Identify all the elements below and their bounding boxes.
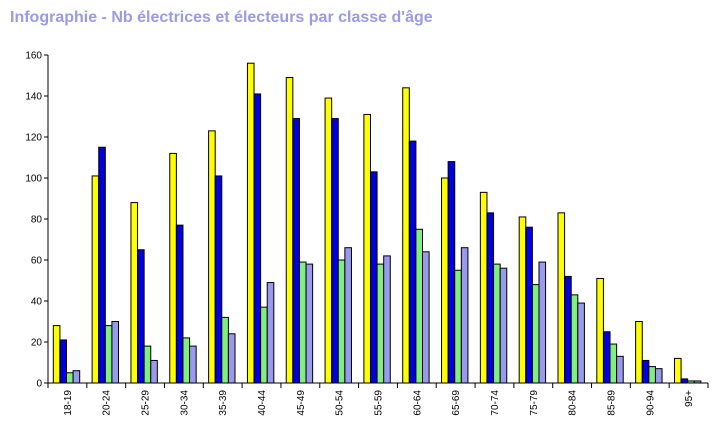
x-tick-label-20-24: 20-24 — [102, 390, 113, 416]
x-tick-label-65-69: 65-69 — [451, 390, 462, 416]
bar-40-44-s3 — [260, 306, 268, 384]
bar-50-54-s4 — [344, 247, 352, 384]
bar-35-39-s2 — [214, 175, 223, 384]
bar-45-49-s3 — [298, 261, 307, 384]
bar-55-59-s3 — [376, 263, 385, 384]
bar-95+-s1 — [673, 357, 682, 384]
bar-18-19-s2 — [59, 339, 68, 384]
x-tick-label-95+: 95+ — [684, 390, 695, 407]
bar-45-49-s4 — [305, 263, 314, 384]
bar-20-24-s3 — [104, 325, 113, 384]
bar-75-79-s1 — [518, 216, 527, 384]
bar-30-34-s3 — [182, 337, 191, 384]
x-tick-label-50-54: 50-54 — [335, 390, 346, 416]
bar-45-49-s2 — [292, 118, 300, 384]
bar-30-34-s4 — [189, 345, 197, 384]
bar-25-29-s4 — [150, 359, 158, 384]
bar-50-54-s3 — [337, 259, 346, 384]
y-tick-label-60: 60 — [31, 256, 43, 267]
y-tick-label-20: 20 — [31, 338, 43, 349]
x-tick-label-60-64: 60-64 — [412, 390, 423, 416]
bar-90-94-s3 — [648, 366, 656, 384]
y-tick-label-0: 0 — [36, 379, 42, 390]
chart-title: Infographie - Nb électrices et électeurs… — [10, 9, 433, 26]
bar-25-29-s2 — [137, 249, 145, 384]
x-tick-label-40-44: 40-44 — [257, 390, 268, 416]
y-tick-label-100: 100 — [25, 174, 42, 185]
x-tick-label-85-89: 85-89 — [606, 390, 617, 416]
bar-35-39-s4 — [227, 333, 236, 384]
bar-20-24-s4 — [111, 321, 120, 384]
bar-25-29-s3 — [143, 345, 152, 384]
bar-55-59-s2 — [369, 171, 378, 384]
y-tick-label-80: 80 — [31, 215, 43, 226]
bar-35-39-s1 — [208, 130, 216, 384]
bar-60-64-s1 — [402, 87, 410, 384]
bar-40-44-s2 — [253, 93, 262, 384]
bar-65-69-s1 — [441, 177, 449, 384]
bar-85-89-s3 — [609, 343, 618, 384]
bar-85-89-s4 — [616, 355, 624, 384]
x-tick-label-75-79: 75-79 — [529, 390, 540, 416]
bar-60-64-s3 — [415, 228, 424, 384]
bar-70-74-s4 — [499, 267, 508, 384]
bar-18-19-s3 — [66, 372, 74, 384]
bar-80-84-s3 — [570, 294, 579, 384]
y-tick-label-40: 40 — [31, 297, 43, 308]
x-tick-label-45-49: 45-49 — [296, 390, 307, 416]
bar-70-74-s3 — [493, 263, 501, 384]
bar-18-19-s4 — [72, 370, 81, 384]
bar-40-44-s4 — [266, 282, 275, 384]
bar-45-49-s1 — [285, 77, 294, 384]
bar-25-29-s1 — [130, 202, 139, 384]
bar-90-94-s4 — [654, 368, 663, 384]
bar-50-54-s1 — [324, 97, 333, 384]
bar-20-24-s1 — [91, 175, 100, 384]
y-tick-label-160: 160 — [25, 51, 42, 62]
bar-90-94-s2 — [641, 359, 650, 384]
bar-20-24-s2 — [98, 146, 106, 384]
bar-70-74-s1 — [479, 191, 488, 384]
x-tick-label-80-84: 80-84 — [568, 390, 579, 416]
bar-75-79-s4 — [538, 261, 547, 384]
bar-95+-s2 — [680, 378, 689, 384]
x-tick-label-35-39: 35-39 — [218, 390, 229, 416]
bar-55-59-s4 — [383, 255, 391, 384]
bar-70-74-s2 — [486, 212, 495, 384]
bar-18-19-s1 — [52, 325, 61, 384]
x-tick-label-90-94: 90-94 — [645, 390, 656, 416]
x-tick-label-55-59: 55-59 — [374, 390, 385, 416]
bar-60-64-s2 — [408, 140, 417, 384]
x-tick-label-18-19: 18-19 — [63, 390, 74, 416]
bar-90-94-s1 — [635, 321, 643, 384]
bar-80-84-s2 — [564, 275, 572, 384]
bar-85-89-s2 — [602, 331, 611, 384]
bar-65-69-s2 — [447, 161, 456, 384]
bar-80-84-s4 — [577, 302, 585, 384]
bar-60-64-s4 — [422, 251, 430, 384]
y-tick-label-120: 120 — [25, 133, 42, 144]
bar-40-44-s1 — [246, 62, 255, 384]
bar-35-39-s3 — [221, 316, 229, 384]
bar-75-79-s3 — [531, 284, 540, 384]
bar-30-34-s2 — [175, 224, 184, 384]
x-tick-label-25-29: 25-29 — [141, 390, 152, 416]
x-tick-label-70-74: 70-74 — [490, 390, 501, 416]
bar-50-54-s2 — [331, 118, 339, 384]
bar-30-34-s1 — [169, 152, 177, 384]
bar-65-69-s4 — [460, 247, 469, 384]
bar-65-69-s3 — [454, 269, 462, 384]
bar-55-59-s1 — [363, 113, 371, 384]
bar-75-79-s2 — [525, 226, 533, 384]
bar-80-84-s1 — [557, 212, 566, 384]
x-tick-label-30-34: 30-34 — [179, 390, 190, 416]
y-tick-label-140: 140 — [25, 92, 42, 103]
bar-85-89-s1 — [596, 277, 604, 384]
